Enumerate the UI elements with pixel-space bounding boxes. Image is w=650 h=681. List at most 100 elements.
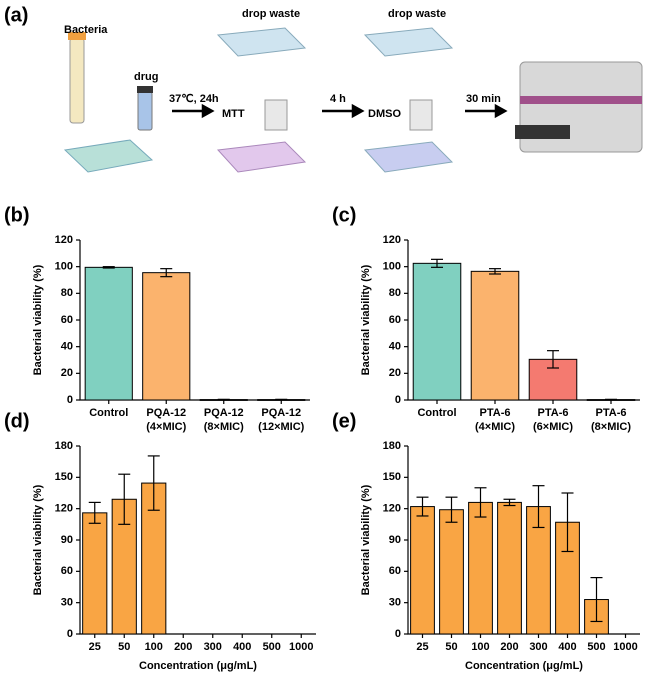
y-tick-label: 90 [389,534,401,546]
panel-label: (e) [332,410,356,432]
y-tick-label: 150 [383,471,401,483]
error-bar [532,485,545,529]
error-bar [474,487,487,518]
vial [137,91,153,131]
y-axis-label: Bacterial viability (%) [32,484,44,595]
label: drop waste [242,8,300,20]
x-tick-label: 100 [145,641,163,653]
panel-label: (b) [4,204,30,226]
error-bar [590,576,603,623]
x-tick-label: 1000 [289,641,313,653]
arrows [172,103,508,119]
y-tick-label: 20 [61,367,73,379]
y-tick-label: 80 [389,287,401,299]
panel-label: (d) [4,410,30,432]
error-bar [147,455,160,511]
y-axis-label: Bacterial viability (%) [32,264,44,375]
x-tick-label: 400 [233,641,251,653]
chart: (d) Bacterial viability (%) Concentration … [4,410,316,672]
tube [69,37,85,124]
plate [363,27,454,57]
error-bar [118,473,131,525]
bar [468,501,493,635]
x-tick-label: 200 [174,641,192,653]
x-tick-label: 25 [89,641,101,653]
y-tick-label: 180 [55,440,73,452]
y-tick-label: 120 [383,503,401,515]
bar [439,509,464,635]
x-tick-label: 300 [204,641,222,653]
panel-label: (a) [4,4,28,26]
y-tick-label: 30 [61,597,73,609]
label: drop waste [388,8,446,20]
y-tick-label: 60 [389,314,401,326]
x-tick-label: 50 [118,641,130,653]
x-tick-label: 400 [558,641,576,653]
vial-cap [137,86,153,93]
x-tick-label: PTA-6 (4×MIC) [475,407,515,433]
y-tick-label: 40 [389,341,401,353]
error-bar [416,496,429,517]
x-tick-label: 100 [471,641,489,653]
error-bar [547,350,559,369]
bar [410,506,435,635]
chart: (c) Bacterial viability (%) 0 20 40 60 80 100 12… [332,204,640,433]
y-tick-label: 180 [383,440,401,452]
x-tick-label: 50 [445,641,457,653]
x-axis-label: Concentration (μg/mL) [139,660,257,672]
label: 4 h [330,93,346,105]
label: drug [134,71,158,83]
reader-tray [515,125,570,139]
x-tick-label: PQA-12 (12×MIC) [258,407,304,433]
plate [216,141,307,173]
error-bar [605,398,617,401]
error-bar [88,501,101,524]
schematic: (a) Bacteria drug 37℃, 24h MTT drop wast… [4,4,643,173]
error-bar [102,266,115,269]
pipette [409,99,433,131]
x-tick-label: PQA-12 (8×MIC) [204,407,244,433]
plate [216,27,307,57]
tube-cap [68,32,86,40]
x-tick-label: 500 [587,641,605,653]
bar [142,272,191,401]
y-tick-label: 80 [61,287,73,299]
pipette [264,99,288,131]
label: Bacteria [64,24,108,36]
x-tick-label: PTA-6 (6×MIC) [533,407,573,433]
y-tick-label: 0 [67,628,73,640]
label: DMSO [368,108,401,120]
bar [528,358,578,401]
x-tick-label: PTA-6 (8×MIC) [591,407,631,433]
plate [363,141,454,173]
y-tick-label: 150 [55,471,73,483]
y-tick-label: 30 [389,597,401,609]
label: MTT [222,108,245,120]
reader-stripe [520,96,642,104]
x-tick-label: Control [89,407,128,419]
y-tick-label: 0 [67,394,73,406]
bar [470,270,520,401]
x-tick-label: 500 [263,641,281,653]
error-bar [445,496,458,523]
y-tick-label: 20 [389,367,401,379]
y-tick-label: 90 [61,534,73,546]
error-bar [275,398,288,401]
x-tick-label: 1000 [613,641,637,653]
bar [84,266,133,401]
error-bar [431,258,443,268]
x-tick-label: 300 [529,641,547,653]
y-axis-label: Bacterial viability (%) [360,264,372,375]
y-tick-label: 120 [55,503,73,515]
x-tick-label: PQA-12 (4×MIC) [146,407,186,433]
label: 37℃, 24h [169,93,219,105]
error-bar [160,268,173,278]
panel-label: (c) [332,204,356,226]
label: 30 min [466,93,501,105]
error-bar [561,492,574,553]
chart: (e) Bacterial viability (%) Concentration … [332,410,640,672]
y-tick-label: 120 [383,234,401,246]
y-tick-label: 40 [61,341,73,353]
y-tick-label: 60 [389,565,401,577]
